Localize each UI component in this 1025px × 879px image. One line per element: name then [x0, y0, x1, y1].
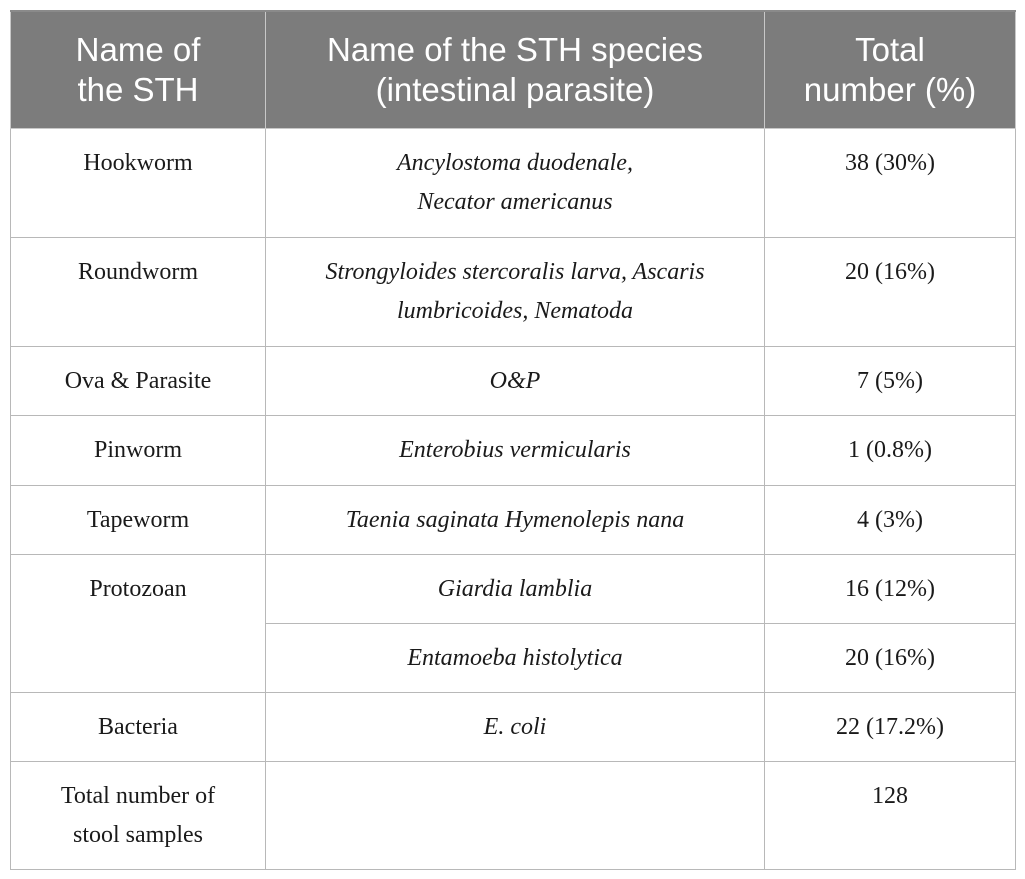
species-line: Strongyloides stercoralis larva, Ascaris [325, 258, 705, 285]
cell-sth-name: Protozoan [10, 553, 266, 693]
table-header: Name of the STH Name of the STH species … [10, 10, 1016, 129]
cell-total: 38 (30%) [764, 127, 1016, 238]
cell-sth-name: Bacteria [10, 691, 266, 762]
species-line: Ancylostoma duodenale, [397, 149, 633, 176]
cell-species: Entamoeba histolytica [265, 622, 765, 693]
cell-total: 7 (5%) [764, 345, 1016, 416]
table-row: Entamoeba histolytica 20 (16%) [11, 622, 1016, 693]
header-sth-species: Name of the STH species (intestinal para… [265, 10, 765, 129]
header-text: Total [855, 30, 925, 68]
cell-total: 16 (12%) [764, 553, 1016, 624]
species-line: Necator americanus [417, 188, 613, 215]
cell-total: 22 (17.2%) [764, 691, 1016, 762]
parasite-table: Name of the STH Name of the STH species … [10, 10, 1016, 870]
table-body: Hookworm Ancylostoma duodenale, Necator … [10, 127, 1016, 870]
header-row: Name of the STH Name of the STH species … [10, 10, 1016, 129]
table-row: Protozoan Giardia lamblia 16 (12%) [10, 553, 1016, 693]
cell-species: O&P [265, 345, 765, 416]
header-sth-name: Name of the STH [10, 10, 266, 129]
cell-species: Ancylostoma duodenale, Necator americanu… [265, 127, 765, 238]
cell-species: E. coli [265, 691, 765, 762]
cell-total: 20 (16%) [764, 622, 1016, 693]
table-row: Pinworm Enterobius vermicularis 1 (0.8%) [10, 414, 1016, 486]
cell-sth-name: Roundworm [10, 236, 266, 347]
cell-species: Giardia lamblia [265, 553, 765, 624]
table-row: Roundworm Strongyloides stercoralis larv… [10, 236, 1016, 347]
cell-species-empty [265, 760, 765, 870]
cell-species: Enterobius vermicularis [265, 414, 765, 486]
table-row: Ova & Parasite O&P 7 (5%) [10, 345, 1016, 416]
cell-sth-name: Ova & Parasite [10, 345, 266, 416]
table-row: Bacteria E. coli 22 (17.2%) [10, 691, 1016, 762]
header-total-number: Total number (%) [764, 10, 1016, 129]
cell-total: 1 (0.8%) [764, 414, 1016, 486]
header-text: Name of the STH species [327, 30, 703, 68]
header-text: the STH [77, 70, 199, 108]
table-row: Hookworm Ancylostoma duodenale, Necator … [10, 127, 1016, 238]
cell-sth-name: Tapeworm [10, 484, 266, 555]
cell-species: Strongyloides stercoralis larva, Ascaris… [265, 236, 765, 347]
cell-sth-name: Pinworm [10, 414, 266, 486]
species-line: lumbricoides, Nematoda [397, 297, 633, 324]
header-text: (intestinal parasite) [375, 70, 655, 108]
table-row: Tapeworm Taenia saginata Hymenolepis nan… [10, 484, 1016, 555]
cell-total: 128 [764, 760, 1016, 870]
total-label-line: stool samples [73, 821, 203, 848]
total-label-line: Total number of [60, 782, 216, 809]
header-text: number (%) [803, 70, 977, 108]
cell-species: Taenia saginata Hymenolepis nana [265, 484, 765, 555]
header-text: Name of [75, 30, 201, 68]
table-row-total: Total number of stool samples 128 [10, 760, 1016, 870]
cell-total: 20 (16%) [764, 236, 1016, 347]
cell-sth-name: Hookworm [10, 127, 266, 238]
cell-sth-name: Total number of stool samples [10, 760, 266, 870]
cell-total: 4 (3%) [764, 484, 1016, 555]
